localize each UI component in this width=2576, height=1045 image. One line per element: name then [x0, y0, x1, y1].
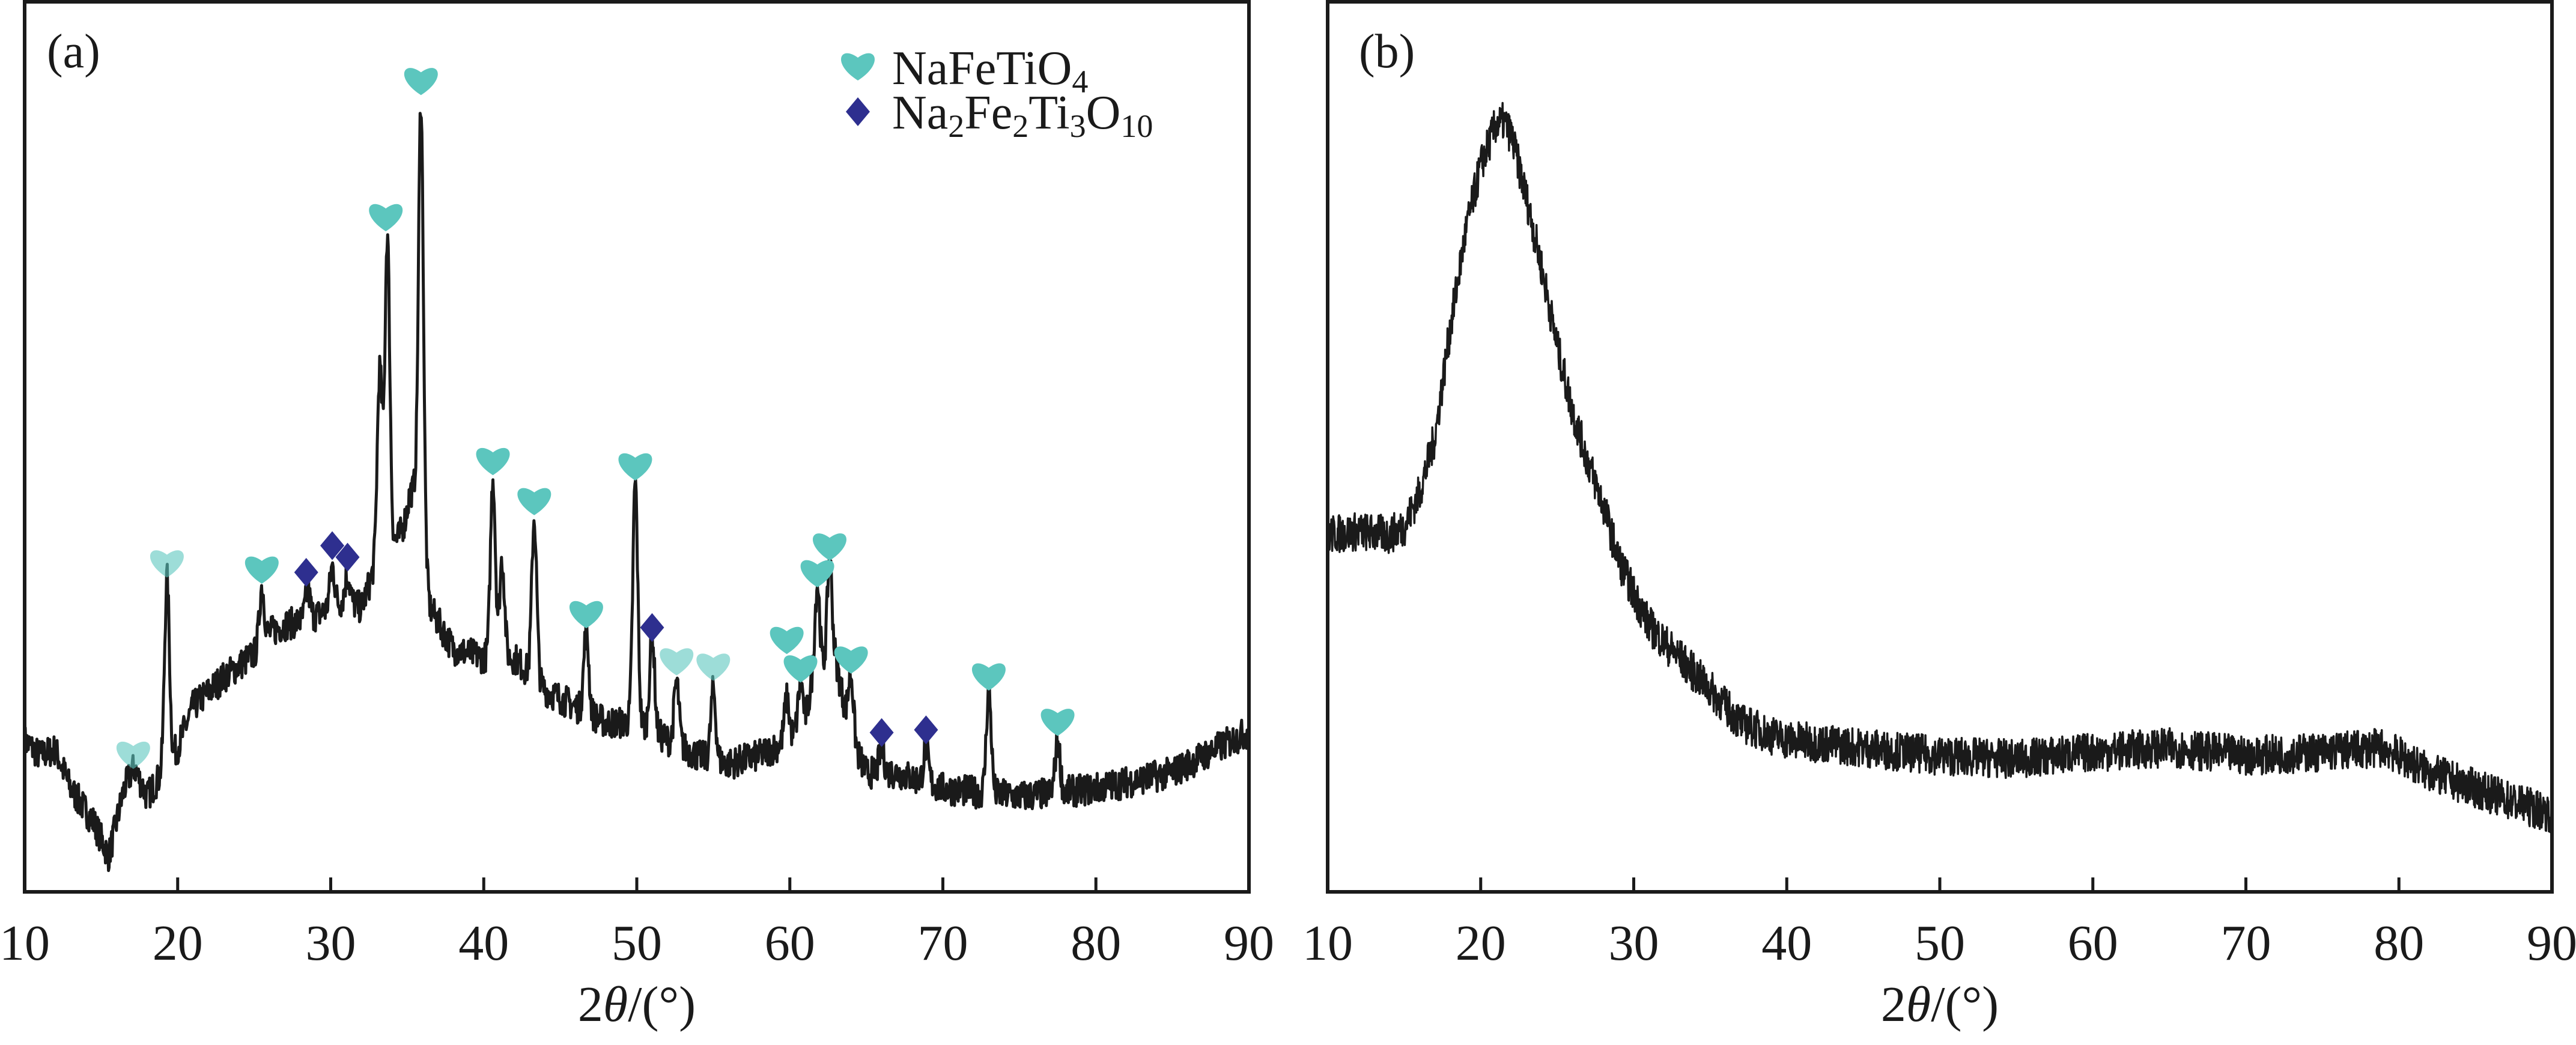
nafetio4-heart-marker — [476, 447, 510, 476]
na2fe2ti3o10-diamond-marker — [294, 557, 318, 587]
x-tick-label: 30 — [306, 915, 356, 971]
legend-text-part: Fe — [964, 86, 1012, 139]
x-tick-label: 10 — [0, 915, 50, 971]
legend-diamond-icon — [846, 97, 870, 126]
x-tick-label: 60 — [2068, 915, 2118, 971]
na2fe2ti3o10-diamond-marker — [640, 613, 664, 642]
x-tick-label: 40 — [458, 915, 509, 971]
panel-b: (b) 10 20 30 40 50 60 70 80 90 2θ/(°) — [1302, 0, 2576, 1032]
x-tick-label: 50 — [612, 915, 662, 971]
x-tick-label: 20 — [1456, 915, 1506, 971]
x-tick-label: 80 — [2374, 915, 2424, 971]
x-tick-label: 70 — [918, 915, 968, 971]
x-tick-label: 80 — [1071, 915, 1121, 971]
x-tick-label: 90 — [1224, 915, 1274, 971]
panel-a: (a) 10 20 30 40 50 60 70 80 90 NaFeTiO4Na2Fe2Ti3… — [0, 0, 1274, 1032]
legend-subscript: 4 — [1072, 64, 1088, 100]
nafetio4-heart-marker — [618, 453, 652, 481]
panel-b-label: (b) — [1359, 25, 1415, 78]
x-tick-label: 60 — [765, 915, 815, 971]
na2fe2ti3o10-diamond-marker — [335, 542, 360, 572]
na2fe2ti3o10-diamond-marker — [320, 531, 345, 560]
x-tick-label: 20 — [153, 915, 203, 971]
nafetio4-heart-marker — [369, 204, 403, 232]
legend-subscript: 2 — [948, 108, 964, 144]
nafetio4-heart-marker — [770, 626, 804, 655]
legend-text-part: Ti — [1028, 86, 1069, 139]
panel-b-x-axis-title: 2θ/(°) — [1881, 977, 1999, 1032]
na2fe2ti3o10-diamond-marker — [914, 715, 938, 745]
x-title-prefix: 2 — [1881, 977, 1906, 1032]
x-tick-label: 70 — [2221, 915, 2271, 971]
nafetio4-heart-marker — [245, 556, 279, 584]
x-title-prefix: 2 — [578, 977, 603, 1032]
x-title-unit: /(°) — [628, 977, 696, 1032]
nafetio4-heart-marker — [696, 653, 731, 681]
nafetio4-heart-marker — [404, 68, 438, 95]
legend-subscript: 2 — [1012, 108, 1028, 144]
legend-heart-icon — [841, 53, 875, 80]
legend-text-part: O — [1086, 86, 1121, 139]
x-title-unit: /(°) — [1931, 977, 1999, 1032]
panel-b-x-ticks: 10 20 30 40 50 60 70 80 90 — [1302, 877, 2576, 971]
nafetio4-heart-marker — [812, 533, 846, 561]
nafetio4-heart-marker — [150, 550, 184, 578]
legend-subscript: 10 — [1120, 108, 1153, 144]
panel-a-label: (a) — [47, 25, 100, 78]
panel-b-xrd-trace — [1326, 101, 2553, 834]
x-tick-label: 50 — [1915, 915, 1965, 971]
legend-text-part: Na — [892, 86, 948, 139]
nafetio4-heart-marker — [800, 560, 834, 587]
panel-a-x-ticks: 10 20 30 40 50 60 70 80 90 — [0, 877, 1274, 971]
x-title-theta: θ — [1906, 977, 1931, 1032]
x-title-theta: θ — [603, 977, 628, 1032]
nafetio4-heart-marker — [569, 601, 603, 629]
legend-text-part: NaFeTiO — [892, 42, 1072, 95]
panel-a-x-axis-title: 2θ/(°) — [578, 977, 696, 1032]
panel-a-phase-markers — [116, 68, 1075, 769]
x-tick-label: 90 — [2527, 915, 2576, 971]
panel-a-xrd-trace — [23, 112, 1251, 872]
legend-label: NaFeTiO4 — [892, 42, 1088, 100]
nafetio4-heart-marker — [660, 648, 694, 676]
x-tick-label: 30 — [1609, 915, 1659, 971]
nafetio4-heart-marker — [834, 646, 868, 674]
nafetio4-heart-marker — [783, 655, 818, 683]
nafetio4-heart-marker — [116, 741, 150, 769]
legend-label: Na2Fe2Ti3O10 — [892, 86, 1153, 144]
legend-subscript: 3 — [1070, 108, 1086, 144]
nafetio4-heart-marker — [1040, 709, 1075, 736]
x-tick-label: 10 — [1302, 915, 1353, 971]
x-tick-label: 40 — [1761, 915, 1812, 971]
nafetio4-heart-marker — [517, 488, 551, 515]
nafetio4-heart-marker — [971, 663, 1006, 691]
na2fe2ti3o10-diamond-marker — [869, 718, 894, 747]
